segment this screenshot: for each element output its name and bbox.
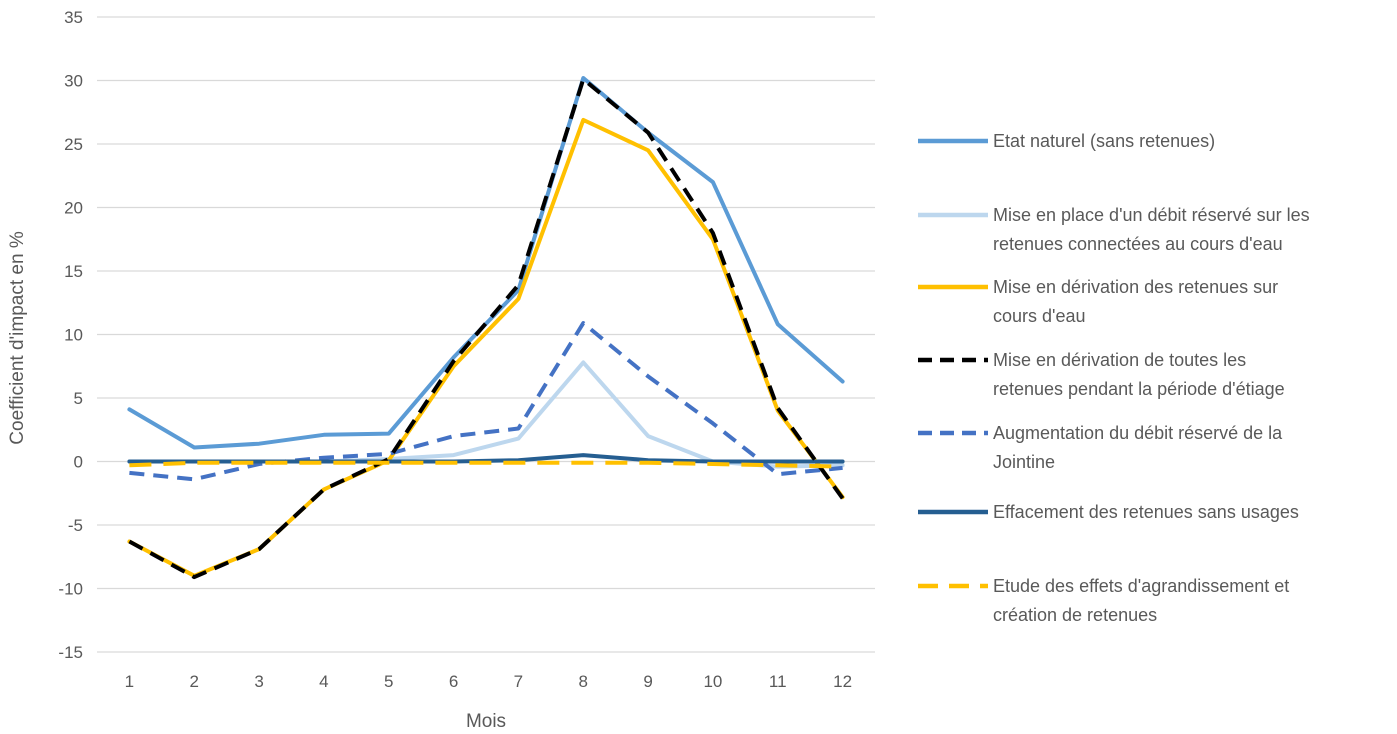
series-line	[129, 460, 843, 469]
series-line	[127, 360, 845, 469]
legend-label: cours d'eau	[993, 306, 1086, 326]
x-tick-label: 2	[190, 672, 199, 691]
legend-label: Augmentation du débit réservé de la	[993, 423, 1283, 443]
x-tick-label: 12	[833, 672, 852, 691]
legend-label: retenues pendant la période d'étiage	[993, 379, 1285, 399]
legend-label: Etude des effets d'agrandissement et	[993, 576, 1289, 596]
x-tick-label: 10	[703, 672, 722, 691]
x-tick-label: 5	[384, 672, 393, 691]
series-line	[129, 321, 843, 482]
series-line	[127, 453, 845, 464]
x-tick-label: 7	[514, 672, 523, 691]
y-tick-label: -5	[68, 516, 83, 535]
x-tick-label: 11	[769, 672, 787, 691]
legend-label: Jointine	[993, 452, 1055, 472]
x-tick-label: 6	[449, 672, 458, 691]
y-tick-label: 35	[64, 8, 83, 27]
y-tick-label: 0	[74, 453, 83, 472]
legend-label: création de retenues	[993, 605, 1157, 625]
x-axis-title: Mois	[466, 711, 506, 732]
x-tick-label: 9	[643, 672, 652, 691]
series-line	[127, 76, 845, 450]
y-tick-label: 5	[74, 389, 83, 408]
series-line	[127, 117, 845, 578]
legend-label: Mise en place d'un débit réservé sur les	[993, 205, 1310, 225]
legend-label: retenues connectées au cours d'eau	[993, 234, 1283, 254]
y-tick-label: 20	[64, 199, 83, 218]
x-tick-label: 4	[319, 672, 328, 691]
y-tick-label: 25	[64, 135, 83, 154]
legend: Etat naturel (sans retenues) Mise en plac…	[918, 131, 1310, 625]
legend-label: Effacement des retenues sans usages	[993, 502, 1299, 522]
y-tick-label: -10	[58, 580, 83, 599]
legend-label: Mise en dérivation de toutes les	[993, 350, 1246, 370]
x-tick-label: 8	[579, 672, 588, 691]
series-lines	[127, 76, 845, 580]
x-tick-label: 3	[254, 672, 263, 691]
y-tick-label: 15	[64, 262, 83, 281]
y-tick-label: -15	[58, 643, 83, 662]
series-line	[128, 77, 845, 580]
y-axis-ticks: 35 30 25 20 15 10 5 0 -5 -10 -15	[58, 8, 83, 662]
x-tick-label: 1	[125, 672, 134, 691]
y-tick-label: 30	[64, 72, 83, 91]
x-axis-ticks: 1 2 3 4 5 6 7 8 9 10 11 12	[125, 672, 852, 691]
legend-label: Mise en dérivation des retenues sur	[993, 277, 1278, 297]
y-tick-label: 10	[64, 326, 83, 345]
legend-label: Etat naturel (sans retenues)	[993, 131, 1215, 151]
y-axis-title: Coefficient d'impact en %	[7, 231, 28, 445]
